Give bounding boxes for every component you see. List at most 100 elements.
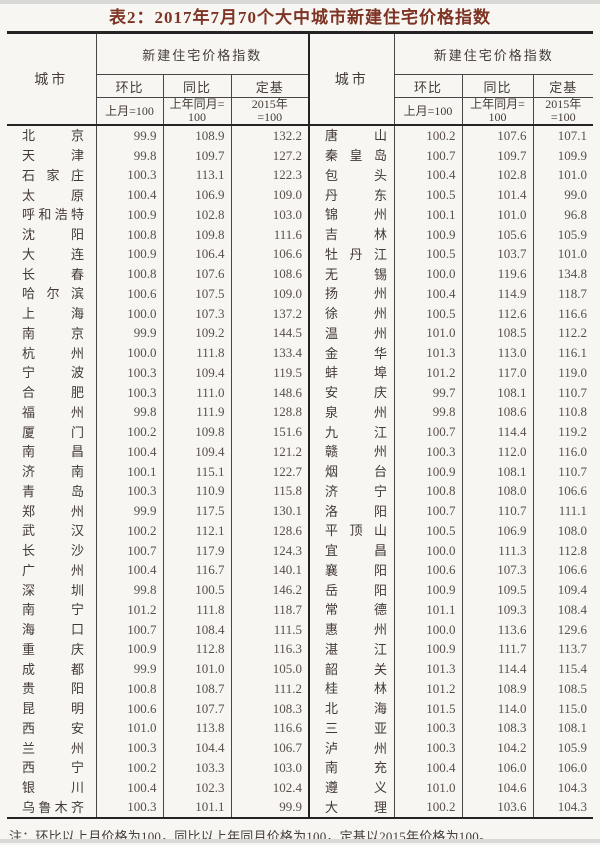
city-name: 平顶山 (325, 523, 388, 539)
city-name-cell: 杭州 (7, 343, 96, 363)
price-index-table: 城市 新建住宅价格指数 城市 新建住宅价格指数 环比 同比 定基 环比 同比 定… (7, 31, 594, 820)
table-row: 武汉 100.2 112.1 128.6 平顶山 100.5 106.9 108.0 (7, 521, 594, 541)
city-name: 深圳 (22, 582, 84, 598)
table-row: 石家庄 100.3 113.1 122.3 包头 100.4 102.8 101.0 (7, 165, 594, 186)
index-value-cell: 100.7 (393, 145, 463, 166)
index-value-cell: 111.2 (230, 679, 310, 699)
index-value-cell: 99.7 (393, 382, 463, 403)
city-name-cell: 遵义 (308, 777, 395, 798)
index-value-cell: 137.2 (230, 303, 310, 324)
index-value-cell: 117.5 (162, 501, 231, 521)
city-name-cell: 呼和浩特 (7, 205, 96, 225)
index-value-cell: 118.7 (532, 284, 594, 304)
index-value-cell: 100.4 (95, 777, 163, 798)
index-value-cell: 132.2 (230, 125, 310, 146)
city-name: 烟台 (325, 464, 388, 480)
city-name: 贵阳 (22, 681, 84, 697)
index-value-cell: 108.0 (532, 521, 594, 541)
city-name: 兰州 (22, 740, 84, 756)
index-value-cell: 122.7 (230, 461, 310, 482)
index-value-cell: 100.3 (95, 363, 163, 383)
index-value-cell: 101.0 (393, 323, 463, 344)
index-value-cell: 101.0 (532, 244, 594, 265)
index-value-cell: 107.6 (162, 264, 231, 284)
city-name: 无锡 (325, 266, 388, 282)
index-value-cell: 100.8 (95, 264, 163, 284)
index-value-cell: 100.6 (95, 698, 163, 719)
index-value-cell: 119.2 (532, 422, 594, 442)
index-value-cell: 148.6 (230, 382, 310, 403)
city-name-cell: 成都 (7, 659, 96, 679)
city-name-cell: 郑州 (7, 501, 96, 521)
city-name-cell: 昆明 (7, 699, 96, 719)
index-value-cell: 100.9 (393, 461, 463, 482)
city-name: 武汉 (22, 523, 84, 539)
table-row: 长春 100.8 107.6 108.6 无锡 100.0 119.6 134.8 (7, 264, 594, 284)
index-value-cell: 109.7 (162, 145, 231, 166)
index-value-cell: 104.3 (532, 797, 594, 819)
city-name: 九江 (325, 424, 388, 440)
index-value-cell: 106.0 (532, 758, 594, 778)
city-name-cell: 赣州 (308, 442, 395, 462)
city-name: 成都 (22, 661, 84, 677)
city-name-cell: 广州 (7, 561, 96, 581)
index-value-cell: 108.1 (461, 461, 534, 482)
city-name: 厦门 (22, 424, 84, 440)
table-row: 济南 100.1 115.1 122.7 烟台 100.9 108.1 110.7 (7, 461, 594, 482)
city-name: 湛江 (325, 641, 388, 657)
index-value-cell: 106.0 (461, 758, 534, 778)
index-value-cell: 108.7 (162, 679, 231, 699)
index-value-cell: 101.0 (393, 777, 463, 798)
index-value-cell: 111.5 (230, 619, 310, 640)
index-value-cell: 99.0 (532, 185, 594, 205)
city-name-cell: 长春 (7, 264, 96, 284)
index-value-cell: 102.8 (162, 205, 231, 225)
index-value-cell: 114.0 (461, 698, 534, 719)
index-value-cell: 99.8 (95, 145, 163, 166)
index-value-cell: 100.4 (393, 165, 463, 186)
city-name-cell: 合肥 (7, 383, 96, 403)
index-value-cell: 107.5 (162, 284, 231, 304)
index-value-cell: 106.6 (230, 244, 310, 265)
city-name: 天津 (22, 148, 84, 164)
city-name-cell: 牡丹江 (308, 244, 395, 265)
index-value-cell: 99.8 (95, 402, 163, 423)
city-name-cell: 扬州 (308, 284, 395, 304)
table-header: 城市 新建住宅价格指数 城市 新建住宅价格指数 环比 同比 定基 环比 同比 定… (7, 32, 594, 126)
index-value-cell: 100.2 (393, 797, 463, 819)
city-name: 大理 (325, 799, 388, 815)
city-name: 包头 (325, 167, 388, 183)
index-value-cell: 100.6 (393, 560, 463, 581)
city-name-cell: 唐山 (308, 125, 395, 146)
city-name: 沈阳 (22, 227, 84, 243)
index-value-cell: 103.6 (461, 797, 534, 819)
table-row: 呼和浩特 100.9 102.8 103.0 锦州 100.1 101.0 96.8 (7, 205, 594, 225)
index-value-cell: 101.5 (393, 698, 463, 719)
top-edge-strip (0, 0, 600, 4)
index-value-cell: 107.6 (461, 125, 534, 146)
index-value-cell: 100.3 (95, 738, 163, 758)
index-value-cell: 108.9 (461, 679, 534, 699)
city-name-cell: 太原 (7, 185, 96, 205)
index-value-cell: 100.5 (393, 303, 463, 324)
index-value-cell: 111.0 (162, 382, 231, 403)
index-value-cell: 108.3 (461, 718, 534, 739)
table-row: 兰州 100.3 104.4 106.7 泸州 100.3 104.2 105.9 (7, 738, 594, 758)
index-value-cell: 100.4 (95, 442, 163, 462)
index-value-cell: 99.9 (95, 501, 163, 521)
index-value-cell: 112.2 (532, 323, 594, 344)
city-name-cell: 大理 (308, 797, 395, 819)
city-name: 温州 (325, 325, 388, 341)
index-value-cell: 116.0 (532, 442, 594, 462)
table-row: 南京 99.9 109.2 144.5 温州 101.0 108.5 112.2 (7, 323, 594, 344)
index-value-cell: 101.0 (95, 718, 163, 739)
index-value-cell: 100.1 (393, 205, 463, 225)
city-name-cell: 韶关 (308, 659, 395, 679)
table-body: 北京 99.9 108.9 132.2 唐山 100.2 107.6 107.1 天津 99.8 1… (7, 125, 594, 819)
city-name: 泸州 (325, 740, 388, 756)
city-name-cell: 常德 (308, 600, 395, 620)
index-value-cell: 107.7 (162, 698, 231, 719)
city-name-cell: 湛江 (308, 639, 395, 660)
index-value-cell: 115.1 (162, 461, 231, 482)
city-name: 三亚 (325, 720, 388, 736)
